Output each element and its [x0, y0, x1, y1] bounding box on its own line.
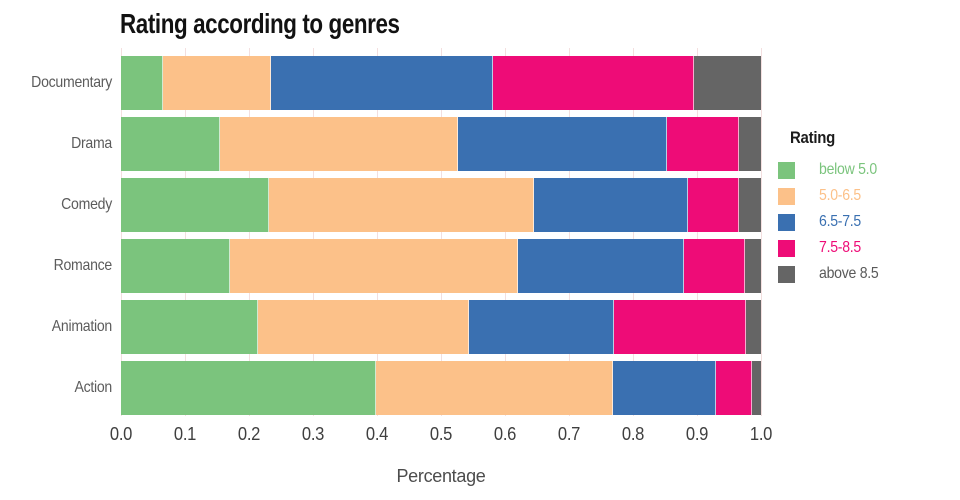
legend-swatch-icon — [778, 161, 795, 179]
legend-swatch-icon — [778, 187, 795, 205]
gridline — [761, 48, 762, 416]
gridline — [377, 48, 378, 416]
legend-label: 5.0-6.5 — [819, 187, 861, 204]
y-axis-label-comedy: Comedy — [61, 196, 112, 213]
bar-segment-6.5-7.5 — [458, 117, 667, 171]
gridline — [441, 48, 442, 416]
gridline — [313, 48, 314, 416]
plot-area — [121, 48, 762, 416]
x-axis-tick-label: 0.2 — [237, 424, 261, 444]
bar-segment-6.5-7.5 — [271, 56, 494, 110]
bar-segment-7.5-8.5 — [688, 178, 739, 232]
legend-swatch-icon — [778, 213, 795, 231]
x-axis-tick-label: 0.5 — [429, 424, 453, 444]
bar-segment-7.5-8.5 — [683, 239, 745, 293]
legend-swatch-icon — [778, 239, 795, 257]
bar-segment-6.5-7.5 — [469, 300, 615, 354]
bar-segment-6.5-7.5 — [517, 239, 684, 293]
bar-segment-below-5.0 — [121, 178, 270, 232]
legend-label: above 8.5 — [819, 265, 879, 282]
legend-item: above 8.5 — [778, 261, 948, 287]
bar-segment-6.5-7.5 — [534, 178, 689, 232]
bar-segment-7.5-8.5 — [493, 56, 695, 110]
gridline — [505, 48, 506, 416]
bar-segment-below-5.0 — [121, 117, 221, 171]
legend-label: 6.5-7.5 — [819, 213, 861, 230]
legend-item: below 5.0 — [778, 157, 948, 183]
legend-title: Rating — [790, 128, 835, 147]
gridline — [249, 48, 250, 416]
x-axis-tick-label: 0.8 — [621, 424, 645, 444]
y-axis-label-romance: Romance — [53, 257, 113, 274]
bar-row-documentary — [121, 56, 761, 110]
bar-row-comedy — [121, 178, 761, 232]
gridline — [633, 48, 634, 416]
bar-segment-5.0-6.5 — [375, 361, 613, 415]
bar-segment-below-5.0 — [121, 239, 230, 293]
bar-segment-above-8.5 — [744, 239, 761, 293]
y-axis-label-action: Action — [74, 379, 112, 396]
x-axis-tick-label: 0.9 — [685, 424, 709, 444]
x-axis-tick-label: 0.6 — [493, 424, 517, 444]
legend-item: 6.5-7.5 — [778, 209, 948, 235]
bar-segment-above-8.5 — [738, 178, 761, 232]
x-axis-tick-label: 1.0 — [749, 424, 773, 444]
bar-segment-5.0-6.5 — [162, 56, 272, 110]
bar-segment-5.0-6.5 — [220, 117, 459, 171]
legend-items: below 5.0 5.0-6.5 6.5-7.5 7.5-8.5 above 8.5 — [778, 157, 948, 287]
legend-swatch-icon — [778, 265, 795, 283]
bar-segment-above-8.5 — [694, 56, 761, 110]
legend-item: 5.0-6.5 — [778, 183, 948, 209]
bar-segment-7.5-8.5 — [666, 117, 740, 171]
y-axis-labels: Documentary Drama Comedy Romance Animation Ac… — [0, 48, 112, 416]
x-axis-tick-label: 0.0 — [109, 424, 133, 444]
x-axis-ticks: 0.0 0.1 0.2 0.3 0.4 0.5 0.6 0.7 0.8 0.9 1.0 — [110, 424, 772, 446]
bar-row-drama — [121, 117, 761, 171]
y-axis-label-documentary: Documentary — [31, 74, 113, 91]
gridline — [185, 48, 186, 416]
x-axis-tick-label: 0.1 — [173, 424, 197, 444]
x-axis-tick-label: 0.4 — [365, 424, 389, 444]
bar-segment-below-5.0 — [121, 300, 258, 354]
x-axis-tick-label: 0.7 — [557, 424, 581, 444]
bar-segment-above-8.5 — [752, 361, 761, 415]
y-axis-label-drama: Drama — [71, 135, 112, 152]
legend-label: 7.5-8.5 — [819, 239, 861, 256]
legend-label: below 5.0 — [819, 161, 877, 178]
bar-segment-below-5.0 — [121, 361, 376, 415]
gridline — [121, 48, 122, 416]
gridline — [569, 48, 570, 416]
gridline — [697, 48, 698, 416]
chart-title: Rating according to genres — [120, 8, 400, 39]
bar-segment-5.0-6.5 — [257, 300, 470, 354]
bar-row-animation — [121, 300, 761, 354]
bar-segment-7.5-8.5 — [716, 361, 753, 415]
bar-segment-7.5-8.5 — [614, 300, 746, 354]
legend: Rating below 5.0 5.0-6.5 6.5-7.5 7.5-8.5 abo… — [778, 128, 948, 287]
bar-segment-5.0-6.5 — [229, 239, 518, 293]
bar-segment-above-8.5 — [739, 117, 761, 171]
bar-segment-above-8.5 — [745, 300, 761, 354]
bar-row-action — [121, 361, 761, 415]
legend-item: 7.5-8.5 — [778, 235, 948, 261]
x-axis-title: Percentage — [396, 466, 486, 486]
bar-segment-5.0-6.5 — [269, 178, 535, 232]
bar-row-romance — [121, 239, 761, 293]
bar-segment-below-5.0 — [121, 56, 163, 110]
bar-segment-6.5-7.5 — [612, 361, 717, 415]
y-axis-label-animation: Animation — [51, 318, 113, 335]
x-axis-tick-label: 0.3 — [301, 424, 325, 444]
